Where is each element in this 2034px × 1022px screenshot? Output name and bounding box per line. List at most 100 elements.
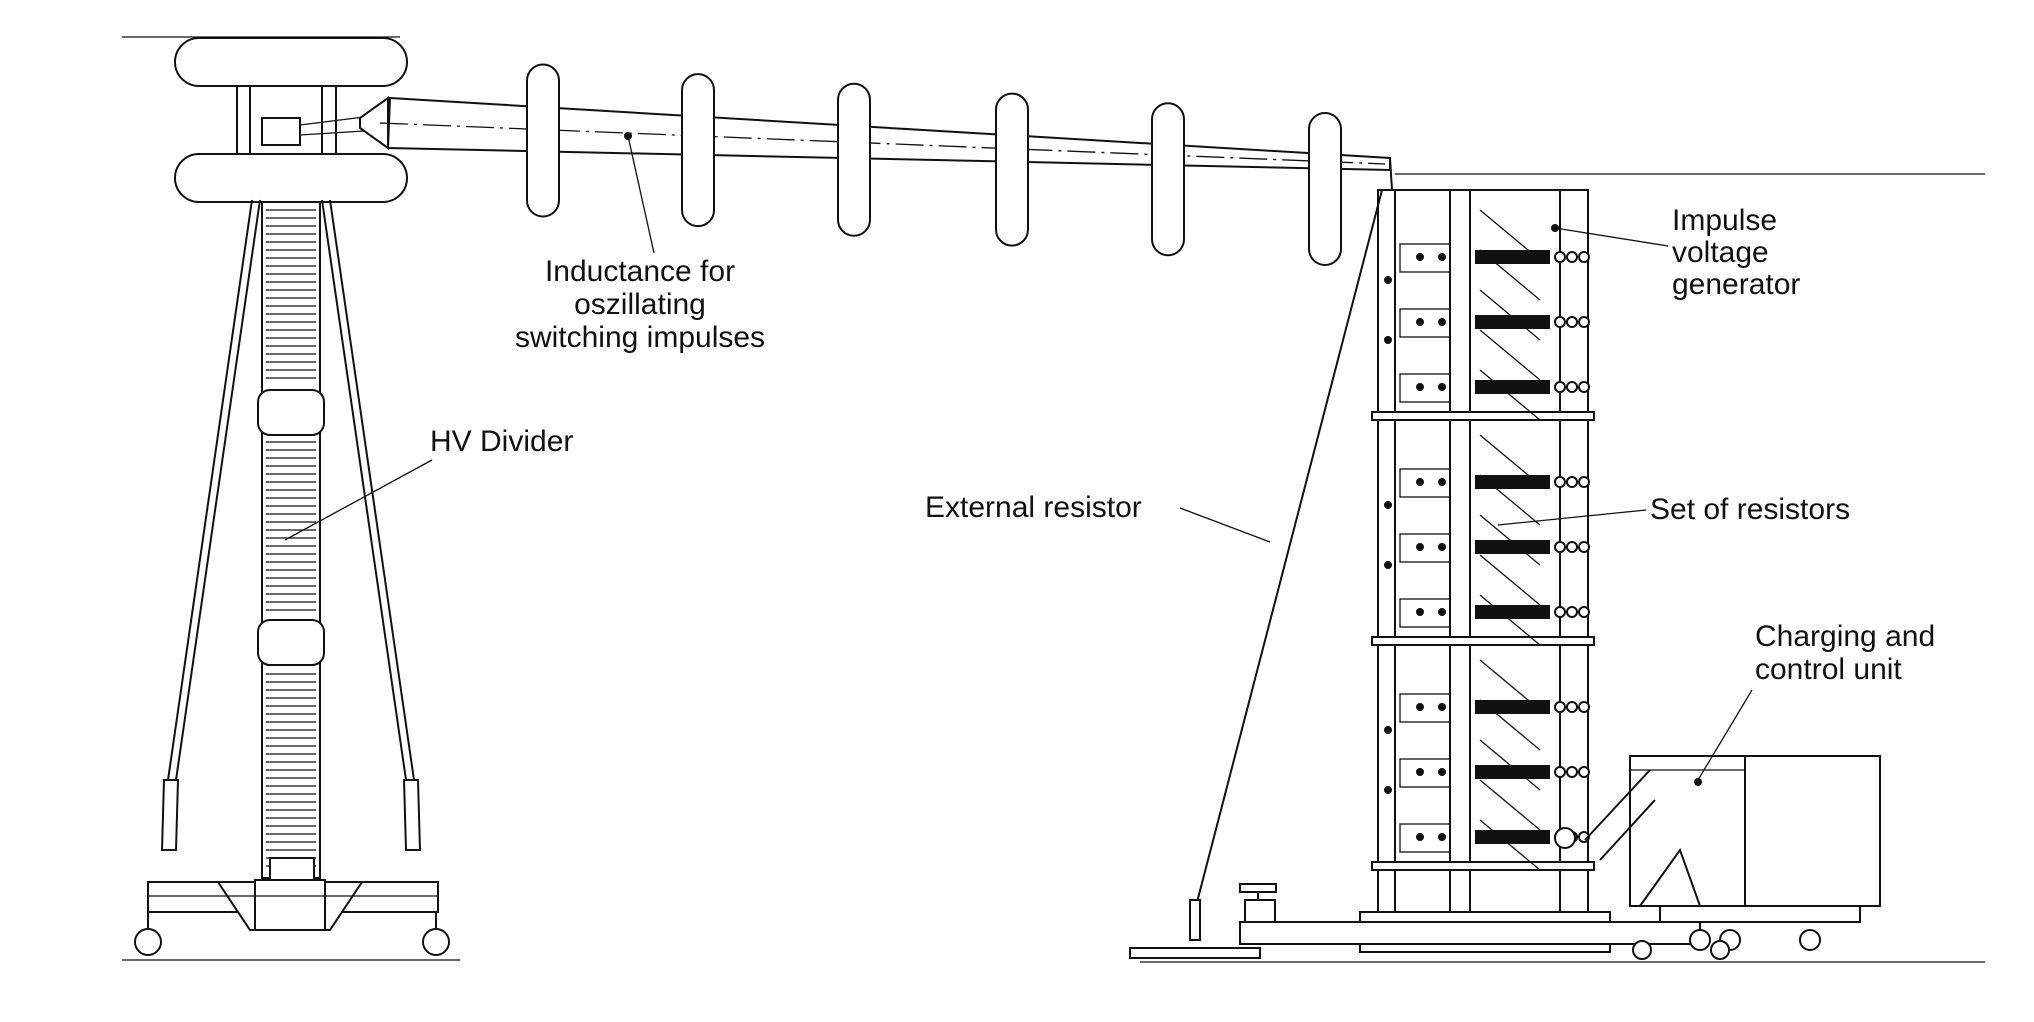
bolt xyxy=(1384,786,1392,794)
impulse-generator-label-line-3: generator xyxy=(1672,268,1800,301)
bolt xyxy=(1438,833,1446,841)
terminal xyxy=(1566,251,1578,263)
grading-ring xyxy=(1308,111,1342,266)
hatch-line xyxy=(1479,594,1541,646)
divider-base xyxy=(254,879,326,931)
stage-platform xyxy=(1371,861,1595,871)
external-resistor-label: External resistor xyxy=(925,491,1142,524)
bolt xyxy=(1416,543,1424,551)
hatch-line xyxy=(1479,329,1541,381)
grading-ring xyxy=(526,63,560,218)
impulse-voltage-generator xyxy=(1239,189,1701,953)
generator-stages xyxy=(1371,209,1595,871)
intermediate-flange-lower xyxy=(257,619,325,666)
bolt xyxy=(1438,543,1446,551)
stage-resistor xyxy=(1475,605,1550,619)
bolt xyxy=(1384,501,1392,509)
terminal xyxy=(1554,476,1566,488)
capacitor-box xyxy=(1399,823,1451,853)
hv-divider xyxy=(134,37,450,956)
terminal xyxy=(1554,381,1566,393)
capacitor-box xyxy=(1399,373,1451,403)
capacitor-box xyxy=(1399,533,1451,563)
impulse-generator-label-line-2: voltage xyxy=(1672,236,1769,269)
impulse-generator-label-line-1: Impulse xyxy=(1672,204,1777,237)
grading-ring xyxy=(995,92,1029,247)
terminal xyxy=(1566,606,1578,618)
bolt xyxy=(1416,703,1424,711)
grading-ring xyxy=(837,82,871,237)
stage-resistor xyxy=(1475,540,1550,554)
bolt xyxy=(1416,768,1424,776)
bolt xyxy=(1438,478,1446,486)
stage-resistor xyxy=(1475,380,1550,394)
bolt xyxy=(1438,608,1446,616)
terminal xyxy=(1578,316,1590,328)
terminal xyxy=(1578,381,1590,393)
bolt xyxy=(1438,318,1446,326)
hv-divider-label: HV Divider xyxy=(430,425,573,458)
grading-ring xyxy=(681,73,715,228)
stage-resistor xyxy=(1475,830,1550,844)
bolt xyxy=(1416,608,1424,616)
hatch-line xyxy=(1479,554,1541,606)
bolt xyxy=(1384,276,1392,284)
bolt xyxy=(1384,561,1392,569)
bolt xyxy=(1416,383,1424,391)
terminal xyxy=(1554,316,1566,328)
capacitor-box xyxy=(1399,468,1451,498)
terminal xyxy=(1578,766,1590,778)
terminal xyxy=(1578,476,1590,488)
caster-wheel-left xyxy=(134,928,162,956)
terminal xyxy=(1566,541,1578,553)
insulator-sheds xyxy=(266,209,316,867)
bolt xyxy=(1416,318,1424,326)
stage-resistor xyxy=(1475,700,1550,714)
stage-resistor xyxy=(1475,765,1550,779)
intermediate-flange-upper xyxy=(257,389,325,436)
terminal xyxy=(1554,541,1566,553)
bolt xyxy=(1416,253,1424,261)
terminal xyxy=(1554,251,1566,263)
label-impulse-generator: Impulse voltage generator xyxy=(1551,204,1800,301)
bolt xyxy=(1438,253,1446,261)
terminal xyxy=(1554,766,1566,778)
capacitor-box xyxy=(1399,758,1451,788)
inductance-coil xyxy=(359,63,1393,266)
label-inductance: Inductance for oszillating switching imp… xyxy=(515,132,765,354)
capacitor-box xyxy=(1399,243,1451,273)
caster-wheel-right xyxy=(422,928,450,956)
inductance-label-line-3: switching impulses xyxy=(515,321,765,354)
stage-resistor xyxy=(1475,315,1550,329)
bolt xyxy=(1438,768,1446,776)
stage-platform xyxy=(1371,411,1595,421)
terminal xyxy=(1566,381,1578,393)
divider-base-flange xyxy=(269,857,315,881)
terminal xyxy=(1578,541,1590,553)
charging-unit-label-line-2: control unit xyxy=(1755,653,1902,686)
label-set-of-resistors: Set of resistors xyxy=(1497,493,1850,526)
terminal xyxy=(1566,316,1578,328)
stage-platform xyxy=(1371,636,1595,646)
hatch-line xyxy=(1479,819,1541,871)
terminal xyxy=(1554,606,1566,618)
stage-resistor xyxy=(1475,250,1550,264)
label-external-resistor: External resistor xyxy=(925,491,1271,543)
capacitor-box xyxy=(1399,598,1451,628)
bolt xyxy=(1384,726,1392,734)
capacitor-box xyxy=(1399,308,1451,338)
inductance-label-line-2: oszillating xyxy=(574,288,706,321)
terminal xyxy=(1578,606,1590,618)
capacitor-box xyxy=(1399,693,1451,723)
grading-ring xyxy=(1151,102,1185,257)
charging-control-unit xyxy=(1584,755,1881,960)
bolt xyxy=(1438,703,1446,711)
grading-rings xyxy=(526,63,1342,266)
label-charging-unit: Charging and control unit xyxy=(1694,620,1935,786)
set-of-resistors-label: Set of resistors xyxy=(1650,493,1850,526)
hatch-line xyxy=(1479,779,1541,831)
bolt xyxy=(1416,833,1424,841)
lower-toroid xyxy=(174,153,408,203)
